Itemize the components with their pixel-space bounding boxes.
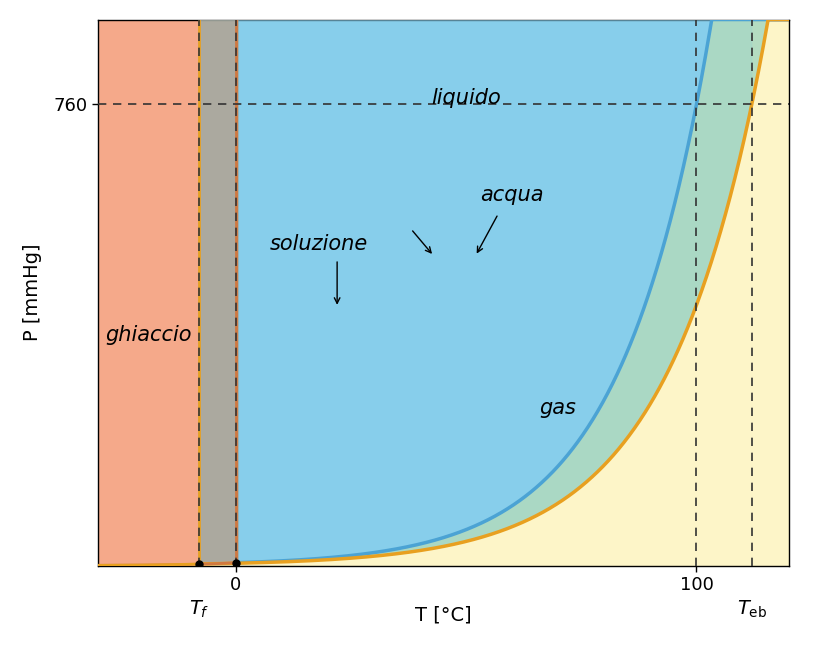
Polygon shape [199, 563, 236, 564]
X-axis label: T [°C]: T [°C] [415, 605, 472, 624]
Polygon shape [199, 20, 752, 564]
Text: $T_{\rm eb}$: $T_{\rm eb}$ [737, 599, 767, 620]
Polygon shape [236, 20, 752, 563]
Text: soluzione: soluzione [270, 234, 367, 254]
Text: liquido: liquido [431, 88, 501, 109]
Y-axis label: P [mmHg]: P [mmHg] [23, 244, 42, 341]
Polygon shape [236, 20, 789, 564]
Text: ghiaccio: ghiaccio [105, 325, 192, 345]
Text: $T_f$: $T_f$ [189, 599, 209, 620]
Text: acqua: acqua [480, 185, 544, 205]
Polygon shape [199, 20, 238, 564]
Polygon shape [98, 20, 236, 566]
Text: gas: gas [540, 398, 576, 418]
